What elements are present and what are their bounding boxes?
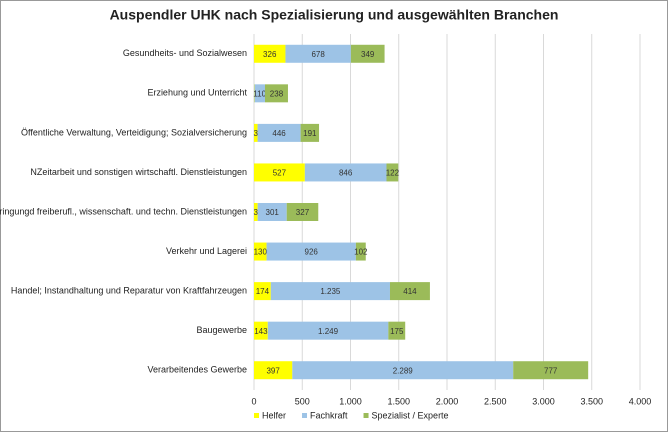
data-label: 414 [403, 287, 417, 296]
bar-segment [257, 123, 301, 142]
category-label: Verkehr und Lagerei [166, 246, 247, 256]
bar-segment [254, 321, 268, 340]
bar-segment [304, 163, 387, 182]
legend-label: Helfer [262, 410, 286, 420]
data-label: 102 [354, 248, 368, 257]
legend-label: Fachkraft [310, 410, 348, 420]
x-tick-label: 500 [295, 396, 310, 406]
x-tick-label: 0 [251, 396, 256, 406]
bar-segment [513, 361, 589, 380]
x-tick-label: 1.000 [339, 396, 362, 406]
bar-segment [386, 163, 399, 182]
data-label: 846 [339, 169, 353, 178]
category-label: Erbringungd freiberufl., wissenschaft. u… [0, 206, 247, 216]
data-label: 175 [390, 327, 404, 336]
data-label: 143 [254, 327, 268, 336]
data-label: 446 [272, 129, 286, 138]
bar-segment [257, 203, 287, 221]
data-label: 527 [273, 169, 287, 178]
legend-swatch [302, 413, 308, 418]
legend-swatch [363, 413, 369, 418]
data-label: 174 [256, 287, 270, 296]
x-tick-label: 4.000 [629, 396, 652, 406]
bar-segment [286, 203, 319, 221]
data-label: 191 [303, 129, 317, 138]
data-label: 327 [296, 208, 310, 217]
category-label: NZeitarbeit und sonstigen wirtschaftl. D… [30, 167, 247, 177]
bar-segment [254, 123, 258, 142]
category-label: Öffentliche Verwaltung, Verteidigung; So… [21, 127, 247, 137]
bar-segment [267, 321, 389, 340]
category-label: Verarbeitendes Gewerbe [147, 365, 247, 375]
data-label: 122 [386, 169, 400, 178]
bar-segment [300, 123, 320, 142]
data-label: 349 [361, 50, 375, 59]
x-tick-label: 3.000 [532, 396, 555, 406]
data-label: 326 [263, 50, 277, 59]
data-label: 926 [305, 248, 319, 257]
data-label: 1.235 [320, 287, 341, 296]
data-label: 678 [311, 50, 325, 59]
bar-segment [254, 203, 258, 221]
x-tick-label: 2.500 [484, 396, 507, 406]
bar-segment [254, 361, 293, 380]
data-label: 301 [266, 208, 280, 217]
bar-segment [389, 282, 430, 301]
legend-label: Spezialist / Experte [372, 410, 449, 420]
data-label: 1.249 [318, 327, 339, 336]
bar-segment [292, 361, 514, 380]
category-label: Gesundheits- und Sozialwesen [123, 48, 247, 58]
bar-segment [266, 242, 356, 261]
bar-segment [254, 44, 286, 63]
data-label: 110 [253, 89, 266, 98]
data-label: 397 [266, 366, 280, 375]
bar-segment [254, 163, 305, 182]
bar-segment [388, 321, 406, 340]
data-label: 777 [544, 366, 558, 375]
bar-segment [355, 242, 366, 261]
x-tick-label: 3.500 [580, 396, 603, 406]
category-label: Erziehung und Unterricht [147, 88, 247, 98]
category-label: Baugewerbe [196, 325, 247, 335]
x-tick-label: 1.500 [387, 396, 410, 406]
bar-segment [350, 44, 385, 63]
bar-segment [254, 242, 267, 261]
bar-segment [265, 84, 288, 103]
bar-segment [285, 44, 351, 63]
data-label: 2.289 [393, 366, 414, 375]
category-label: Handel; Instandhaltung und Reparatur von… [11, 285, 247, 295]
x-tick-label: 2.000 [436, 396, 459, 406]
data-label: 130 [254, 248, 268, 257]
chart-title: Auspendler UHK nach Spezialisierung und … [110, 7, 559, 23]
bar-segment [270, 282, 390, 301]
legend-swatch [254, 413, 259, 418]
bar-segment [254, 282, 271, 301]
bar-segment [254, 84, 266, 103]
data-label: 238 [270, 89, 284, 98]
